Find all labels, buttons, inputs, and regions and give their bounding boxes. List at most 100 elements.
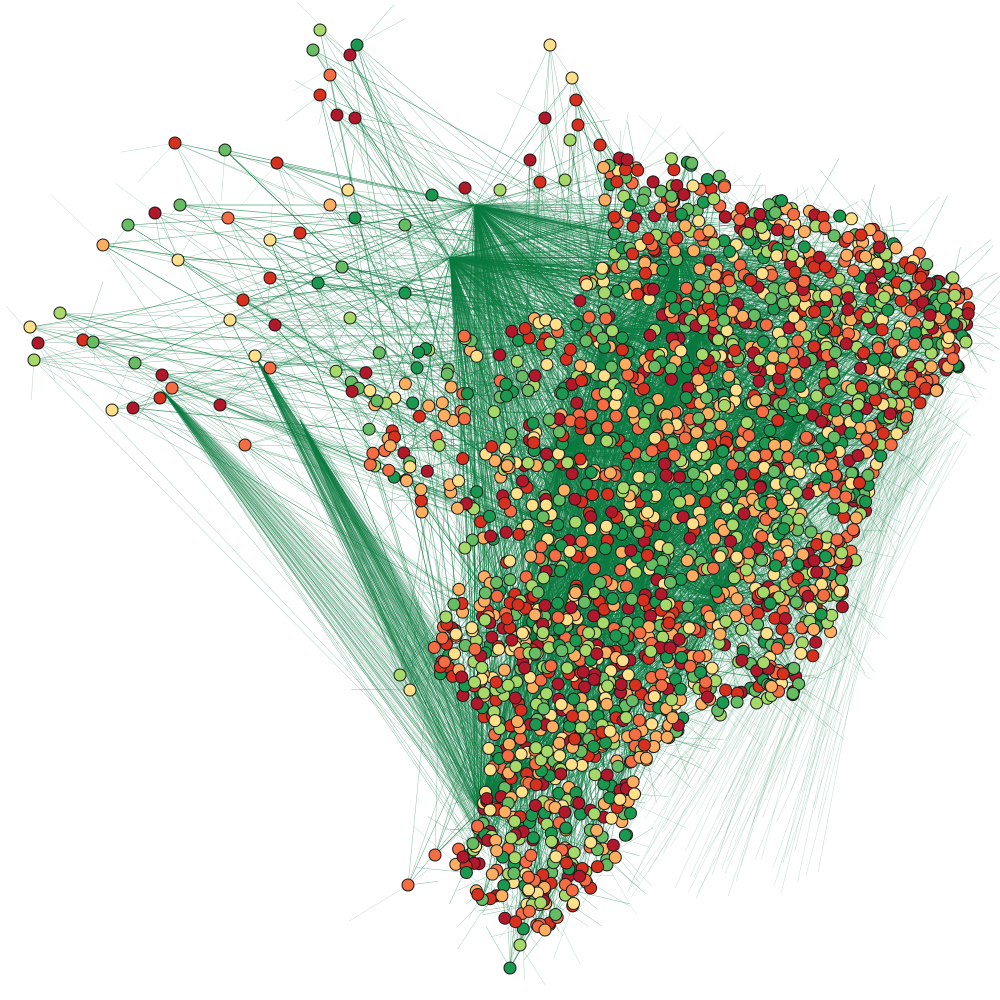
edge <box>449 257 647 456</box>
edge <box>567 559 651 878</box>
edge <box>138 235 179 261</box>
edge <box>553 235 602 274</box>
edge <box>29 326 561 451</box>
edge <box>285 94 321 122</box>
edge <box>523 402 559 455</box>
edge <box>102 368 163 376</box>
edge <box>699 253 756 286</box>
edge <box>29 326 56 380</box>
edge <box>501 666 544 713</box>
edge <box>499 297 505 356</box>
edge <box>464 187 521 214</box>
edge <box>349 884 409 921</box>
edge <box>571 77 606 110</box>
edge <box>604 329 884 405</box>
edge <box>412 340 472 368</box>
edge <box>668 737 710 753</box>
edge <box>449 188 701 259</box>
edge <box>451 350 471 387</box>
edge <box>968 307 1000 330</box>
edge <box>583 599 721 738</box>
edge <box>391 415 445 433</box>
edge <box>102 204 476 246</box>
edge <box>435 445 440 498</box>
edge <box>594 446 640 478</box>
edge <box>416 867 467 873</box>
edge <box>799 329 883 421</box>
edge <box>436 515 473 541</box>
edge <box>405 257 451 481</box>
edge <box>449 257 511 604</box>
edge <box>862 199 896 246</box>
edge <box>439 423 493 446</box>
edge <box>269 367 521 641</box>
edge <box>679 567 727 607</box>
edge <box>219 345 272 406</box>
edge <box>523 928 525 980</box>
edge <box>928 368 987 390</box>
edge <box>679 205 721 251</box>
edge <box>558 266 603 269</box>
edge <box>242 299 651 561</box>
edge <box>341 266 606 331</box>
edge <box>513 393 563 443</box>
edge <box>539 181 585 234</box>
edge <box>357 367 418 426</box>
edge <box>428 349 487 402</box>
edge <box>589 559 597 831</box>
edge <box>229 249 681 321</box>
edge <box>520 179 566 226</box>
edge <box>474 204 703 329</box>
edge <box>525 356 580 415</box>
edge <box>474 204 536 614</box>
edge <box>449 257 740 276</box>
edge <box>842 590 886 638</box>
edge <box>177 199 214 261</box>
edge <box>227 217 273 235</box>
edge <box>449 257 701 286</box>
edge <box>322 317 351 375</box>
edge <box>855 202 914 262</box>
edge <box>59 312 561 451</box>
edge <box>470 317 530 351</box>
edge <box>607 199 644 251</box>
edge <box>354 335 406 384</box>
edge <box>966 293 1000 310</box>
edge <box>177 244 232 261</box>
edge <box>891 444 922 473</box>
edge <box>721 624 763 657</box>
edge <box>876 463 897 502</box>
edge <box>474 204 527 650</box>
edge <box>667 714 721 774</box>
edge <box>449 257 530 600</box>
edge <box>314 391 353 426</box>
edge <box>615 316 644 373</box>
edge <box>831 615 875 673</box>
edge <box>474 204 804 307</box>
edge <box>372 204 476 454</box>
edge <box>449 257 721 278</box>
edge <box>730 321 777 358</box>
edge <box>604 329 890 414</box>
edge <box>121 142 176 153</box>
edge <box>520 407 581 460</box>
edge <box>391 248 406 294</box>
edge <box>254 355 316 367</box>
edge <box>740 502 772 544</box>
edge <box>510 495 545 526</box>
edge <box>679 249 968 325</box>
edge <box>254 337 311 357</box>
edge <box>495 92 546 119</box>
edge <box>474 204 760 537</box>
edge <box>638 114 692 166</box>
edge <box>474 204 489 617</box>
edge <box>404 224 521 641</box>
edge <box>469 505 530 550</box>
edge <box>644 167 693 193</box>
edge <box>449 257 649 552</box>
edge <box>134 387 173 417</box>
edge <box>394 373 448 403</box>
edge <box>241 162 278 206</box>
edge <box>269 277 309 307</box>
